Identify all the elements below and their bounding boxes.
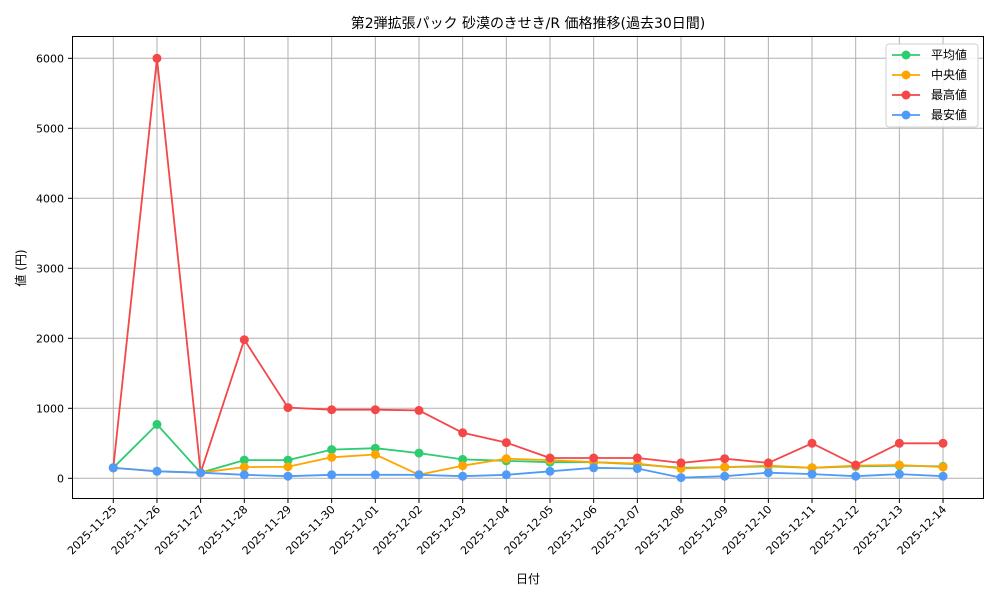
data-point	[894, 469, 904, 479]
data-point	[894, 438, 904, 448]
y-axis-label: 値 (円)	[13, 249, 28, 286]
data-point	[545, 466, 555, 476]
data-point	[894, 460, 904, 470]
data-point	[370, 443, 380, 453]
data-point	[283, 403, 293, 413]
data-point	[632, 464, 642, 473]
data-point	[763, 458, 773, 468]
data-point	[501, 454, 511, 464]
grid	[72, 36, 984, 499]
data-point	[589, 453, 599, 463]
legend-label: 平均値	[931, 47, 967, 62]
legend-marker-icon	[901, 50, 911, 60]
data-point	[239, 462, 249, 472]
legend-item: 最高値	[892, 87, 967, 102]
y-tick-label: 3000	[36, 262, 64, 275]
x-axis-label: 日付	[516, 572, 540, 586]
data-point	[501, 438, 511, 448]
series-line	[112, 423, 944, 474]
series-line	[113, 466, 944, 479]
data-point	[720, 454, 730, 464]
legend-label: 中央値	[931, 67, 967, 82]
data-point	[938, 471, 948, 481]
legend-frame	[885, 43, 979, 128]
legend-item: 最安値	[892, 107, 967, 122]
y-tick-label: 5000	[36, 122, 64, 135]
data-point	[458, 454, 468, 464]
data-point	[676, 473, 686, 483]
data-point	[327, 405, 337, 415]
data-point	[283, 462, 293, 472]
y-axis: 0 1000 2000 3000 4000 5000 6000	[36, 52, 73, 485]
data-point	[370, 405, 380, 415]
legend-item: 平均値	[892, 47, 967, 62]
data-point	[414, 448, 424, 458]
data-point	[851, 471, 861, 481]
data-point	[108, 463, 118, 473]
series-line	[112, 57, 944, 474]
data-point	[414, 405, 424, 415]
series-3	[108, 463, 948, 483]
data-point	[545, 453, 555, 463]
y-tick-label: 2000	[36, 332, 64, 345]
data-point	[152, 466, 162, 476]
data-point	[938, 462, 948, 472]
data-point	[152, 419, 162, 429]
y-tick-label: 0	[57, 472, 64, 485]
y-tick-label: 6000	[36, 52, 64, 65]
legend-marker-icon	[901, 110, 911, 120]
data-point	[327, 470, 337, 480]
data-point	[458, 428, 468, 438]
series	[108, 53, 948, 483]
y-tick-label: 4000	[36, 192, 64, 205]
data-point	[414, 470, 424, 480]
data-point	[239, 335, 249, 345]
data-point	[632, 453, 642, 463]
data-point	[370, 470, 380, 480]
data-point	[807, 469, 817, 479]
data-point	[938, 438, 948, 448]
plot-frame	[72, 36, 984, 499]
data-point	[807, 463, 817, 473]
data-point	[589, 463, 599, 473]
y-tick-label: 1000	[36, 402, 64, 415]
legend-marker-icon	[901, 90, 911, 100]
data-point	[239, 455, 249, 465]
data-point	[370, 450, 380, 459]
data-point	[458, 461, 468, 471]
series-line	[113, 453, 944, 476]
data-point	[283, 471, 293, 481]
chart-title: 第2弾拡張パック 砂漠のきせき/R 価格推移(過去30日間)	[351, 15, 706, 32]
data-point	[196, 468, 206, 478]
data-point	[763, 468, 773, 478]
legend-marker-icon	[901, 70, 911, 80]
data-point	[807, 438, 817, 448]
data-point	[720, 462, 730, 472]
data-point	[720, 471, 730, 481]
data-point	[327, 445, 337, 455]
legend-label: 最安値	[931, 107, 967, 122]
data-point	[283, 455, 293, 465]
data-point	[327, 452, 337, 462]
x-axis: 2025-11-252025-11-262025-11-272025-11-28…	[65, 498, 949, 557]
data-point	[152, 53, 162, 63]
data-point	[458, 471, 468, 481]
data-point	[239, 470, 249, 480]
series-2	[108, 53, 948, 478]
data-point	[851, 460, 861, 470]
legend-label: 最高値	[931, 87, 967, 102]
legend-item: 中央値	[892, 67, 967, 82]
data-point	[676, 458, 686, 468]
data-point	[501, 470, 511, 480]
